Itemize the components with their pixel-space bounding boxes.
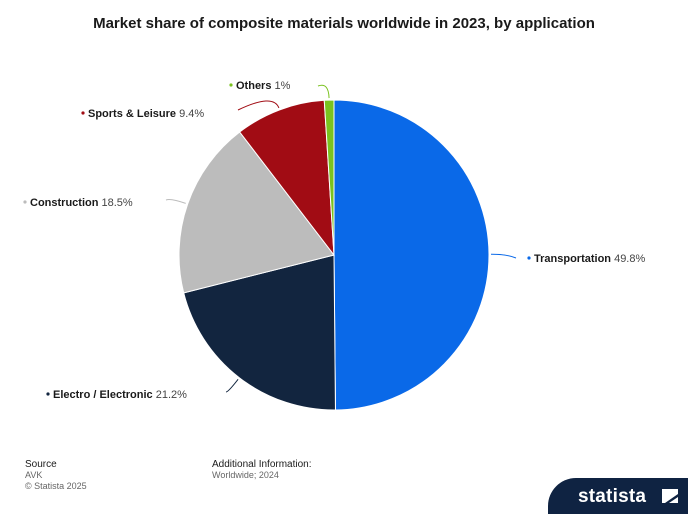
label-bullet-others — [229, 83, 233, 87]
slice-label-electro-electronic: Electro / Electronic 21.2% — [53, 389, 187, 401]
additional-info-heading: Additional Information: — [212, 459, 312, 470]
slice-label-construction: Construction 18.5% — [30, 197, 133, 209]
statista-logo[interactable]: statista — [548, 478, 688, 514]
leader-line-construction — [165, 199, 186, 204]
slice-label-transportation: Transportation 49.8% — [534, 253, 645, 265]
source-value[interactable]: AVK — [25, 470, 43, 480]
leader-line-others — [317, 84, 330, 99]
pie-slice-electro-electronic[interactable] — [183, 254, 336, 411]
leader-line-transportation — [490, 253, 517, 259]
pie-slice-others[interactable] — [323, 99, 335, 256]
copyright-text: © Statista 2025 — [25, 481, 87, 491]
leader-line-electro-electronic — [225, 378, 239, 393]
leader-line-sports-leisure — [237, 100, 280, 111]
additional-info-block: Additional Information: Worldwide; 2024 — [212, 459, 312, 481]
label-bullet-transportation — [527, 256, 531, 260]
pie-slice-construction[interactable] — [178, 131, 335, 294]
label-bullet-construction — [23, 200, 27, 204]
label-bullet-sports-leisure — [81, 111, 85, 115]
slice-label-sports-leisure: Sports & Leisure 9.4% — [88, 108, 204, 120]
source-block: Source AVK © Statista 2025 — [25, 459, 87, 492]
statista-wordmark: statista — [578, 486, 647, 507]
pie-slice-transportation[interactable] — [333, 99, 490, 411]
statista-flag-icon — [662, 489, 678, 503]
slice-label-others: Others 1% — [236, 80, 291, 92]
pie-slice-sports-leisure[interactable] — [238, 99, 335, 257]
additional-info-value: Worldwide; 2024 — [212, 470, 279, 480]
chart-title: Market share of composite materials worl… — [93, 15, 595, 32]
source-heading: Source — [25, 459, 57, 470]
label-bullet-electro-electronic — [46, 392, 50, 396]
